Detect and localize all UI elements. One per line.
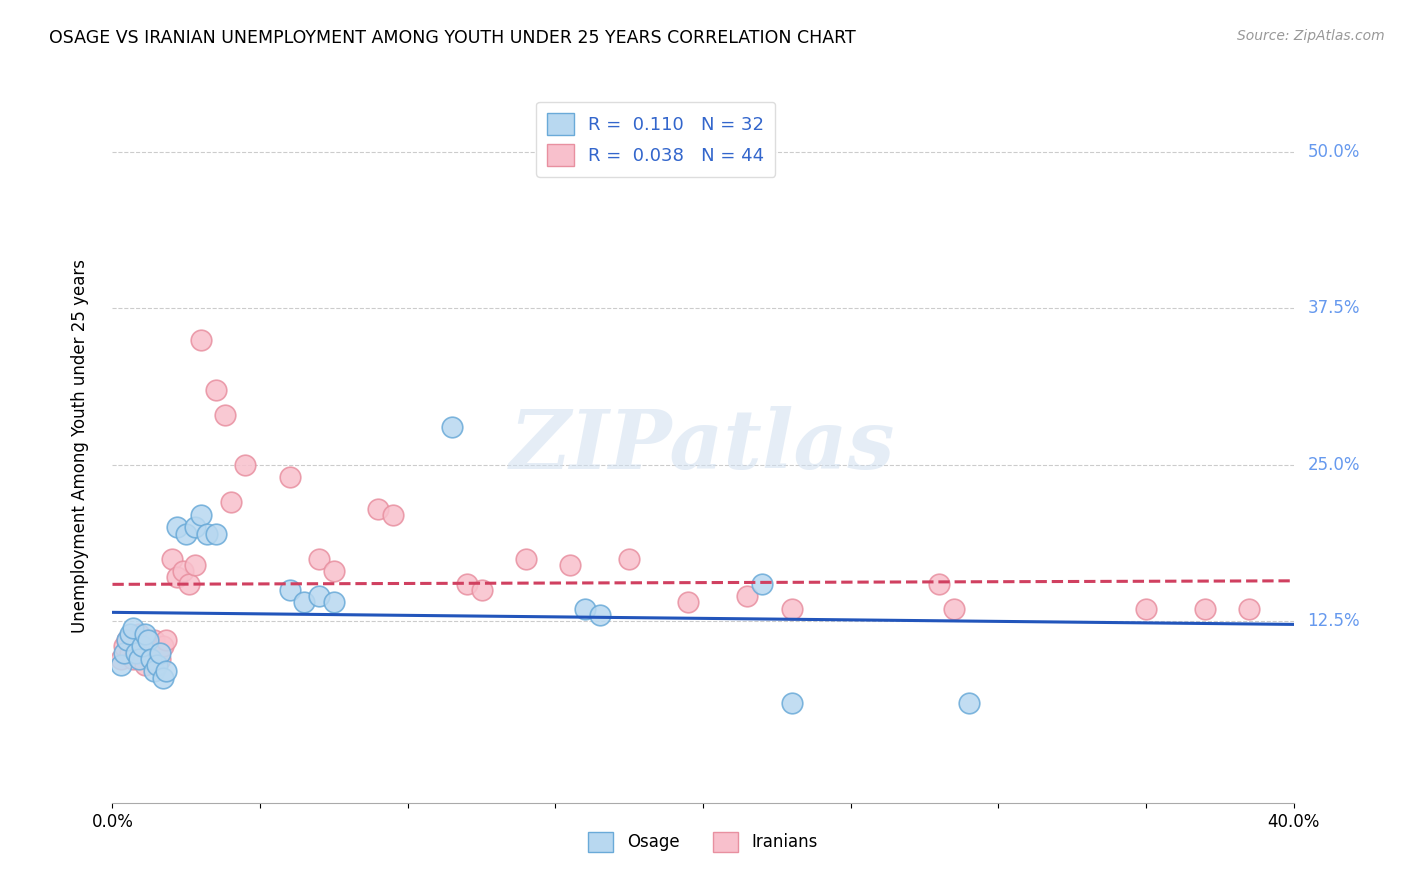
Point xyxy=(128,627,150,641)
Point xyxy=(136,640,159,654)
Text: Source: ZipAtlas.com: Source: ZipAtlas.com xyxy=(1237,29,1385,43)
Text: 37.5%: 37.5% xyxy=(1308,300,1360,318)
Point xyxy=(152,671,174,685)
Point xyxy=(233,458,256,472)
Point xyxy=(122,621,145,635)
Point xyxy=(184,558,207,572)
Point xyxy=(122,652,145,666)
Point xyxy=(323,564,346,578)
Point xyxy=(308,589,330,603)
Point xyxy=(117,633,138,648)
Point xyxy=(219,495,242,509)
Text: 25.0%: 25.0% xyxy=(1308,456,1360,474)
Point xyxy=(205,383,228,397)
Point xyxy=(174,526,197,541)
Point xyxy=(190,508,212,522)
Point xyxy=(112,640,135,654)
Point xyxy=(160,551,183,566)
Point xyxy=(456,576,478,591)
Point xyxy=(166,570,188,584)
Point xyxy=(323,595,346,609)
Point xyxy=(149,652,172,666)
Legend: Osage, Iranians: Osage, Iranians xyxy=(582,825,824,859)
Point xyxy=(179,576,201,591)
Point xyxy=(166,520,188,534)
Point xyxy=(146,646,169,660)
Point xyxy=(515,551,537,566)
Point xyxy=(588,607,610,622)
Point xyxy=(278,470,301,484)
Point xyxy=(1194,601,1216,615)
Point xyxy=(149,646,172,660)
Point xyxy=(131,640,153,654)
Point xyxy=(780,696,803,710)
Point xyxy=(308,551,330,566)
Point xyxy=(278,582,301,597)
Point xyxy=(678,595,700,609)
Point xyxy=(155,633,177,648)
Text: 50.0%: 50.0% xyxy=(1308,143,1360,161)
Point xyxy=(942,601,965,615)
Point xyxy=(112,646,135,660)
Point xyxy=(205,526,228,541)
Point xyxy=(780,601,803,615)
Point xyxy=(619,551,641,566)
Text: 12.5%: 12.5% xyxy=(1308,612,1360,631)
Point xyxy=(172,564,194,578)
Point xyxy=(1135,601,1157,615)
Point xyxy=(146,658,169,673)
Point xyxy=(134,627,156,641)
Point xyxy=(136,633,159,648)
Text: OSAGE VS IRANIAN UNEMPLOYMENT AMONG YOUTH UNDER 25 YEARS CORRELATION CHART: OSAGE VS IRANIAN UNEMPLOYMENT AMONG YOUT… xyxy=(49,29,856,46)
Point xyxy=(134,658,156,673)
Point xyxy=(292,595,315,609)
Point xyxy=(120,627,142,641)
Point xyxy=(928,576,950,591)
Point xyxy=(195,526,218,541)
Point xyxy=(190,333,212,347)
Point xyxy=(155,665,177,679)
Point xyxy=(470,582,494,597)
Point xyxy=(751,576,773,591)
Point xyxy=(142,633,165,648)
Point xyxy=(558,558,582,572)
Point xyxy=(125,646,148,660)
Point xyxy=(367,501,389,516)
Point xyxy=(128,652,150,666)
Point xyxy=(142,665,165,679)
Point xyxy=(110,652,132,666)
Point xyxy=(382,508,405,522)
Point xyxy=(139,652,162,666)
Point xyxy=(574,601,596,615)
Point xyxy=(117,633,138,648)
Point xyxy=(139,652,162,666)
Point xyxy=(152,640,174,654)
Point xyxy=(110,658,132,673)
Point xyxy=(120,646,142,660)
Point xyxy=(125,640,148,654)
Point xyxy=(957,696,980,710)
Point xyxy=(131,646,153,660)
Text: ZIPatlas: ZIPatlas xyxy=(510,406,896,486)
Point xyxy=(1239,601,1261,615)
Point xyxy=(214,408,236,422)
Point xyxy=(184,520,207,534)
Point xyxy=(737,589,759,603)
Point xyxy=(441,420,464,434)
Y-axis label: Unemployment Among Youth under 25 years: Unemployment Among Youth under 25 years xyxy=(70,259,89,633)
